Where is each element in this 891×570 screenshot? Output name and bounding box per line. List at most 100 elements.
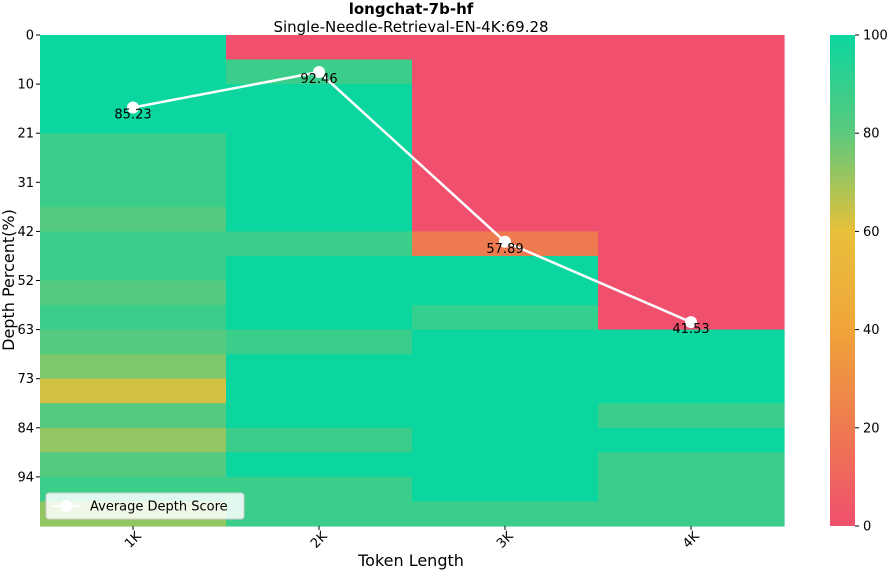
heatmap-cell: [598, 206, 785, 232]
heatmap-cell: [412, 59, 599, 85]
heatmap-cell: [40, 35, 227, 61]
heatmap-cell: [598, 501, 785, 527]
heatmap-cell: [412, 108, 599, 134]
colorbar-tick-label: 0: [863, 520, 871, 535]
heatmap-cell: [598, 35, 785, 61]
heatmap-cell: [226, 280, 413, 306]
heatmap-cell: [226, 501, 413, 527]
heatmap-cell: [40, 329, 227, 355]
heatmap-cell: [412, 280, 599, 306]
legend-marker-icon: [60, 500, 72, 512]
colorbar-tick-label: 60: [863, 225, 880, 240]
heatmap-cell: [598, 403, 785, 429]
heatmap-cell: [412, 501, 599, 527]
heatmap-cell: [226, 255, 413, 282]
heatmap-cell: [598, 255, 785, 282]
y-tick-label: 42: [17, 225, 34, 240]
heatmap-cell: [40, 305, 227, 331]
heatmap-cell: [412, 84, 599, 110]
colorbar-tick-label: 80: [863, 127, 880, 142]
average-point-label: 57.89: [486, 242, 523, 257]
heatmap-cell: [598, 133, 785, 159]
average-point-label: 92.46: [300, 72, 337, 87]
heatmap-cell: [40, 354, 227, 380]
average-point: [313, 66, 325, 79]
colorbar-tick-label: 100: [863, 29, 888, 44]
y-axis: 0 10 21 31 42 52 63 73 84 94: [17, 29, 40, 485]
heatmap-cell: [412, 403, 599, 429]
x-axis-label: Token Length: [357, 551, 464, 570]
heatmap-cell: [226, 427, 413, 453]
heatmap-cell: [598, 108, 785, 134]
heatmap-cell: [598, 84, 785, 110]
heatmap-cell: [226, 35, 413, 61]
heatmap-cell: [598, 452, 785, 478]
average-line-path: [132, 70, 692, 324]
x-tick-label: 3K: [494, 529, 517, 552]
y-tick-label: 31: [17, 176, 34, 191]
average-point: [499, 235, 511, 248]
y-tick-label: 10: [17, 78, 34, 93]
heatmap-cell: [40, 231, 227, 257]
heatmap-cell: [412, 35, 599, 61]
heatmap-cell: [412, 427, 599, 453]
colorbar: 0 20 40 60 80 100: [830, 29, 888, 535]
average-line: 85.23 92.46 57.89 41.53: [114, 66, 710, 337]
heatmap-cell: [598, 427, 785, 453]
heatmap-cell: [598, 182, 785, 208]
heatmap-cell: [226, 452, 413, 478]
heatmap-cell: [412, 305, 599, 331]
heatmap-cell: [598, 157, 785, 183]
heatmap: [40, 35, 785, 527]
average-point-label: 41.53: [672, 322, 709, 337]
chart-title: longchat-7b-hf: [349, 0, 474, 18]
heatmap-cell: [40, 59, 227, 85]
y-tick-label: 63: [17, 323, 34, 338]
chart-subtitle: Single-Needle-Retrieval-EN-4K:69.28: [273, 18, 548, 36]
heatmap-cell: [598, 329, 785, 355]
heatmap-cell: [412, 378, 599, 404]
heatmap-cell: [226, 157, 413, 183]
heatmap-cell: [412, 157, 599, 183]
heatmap-cell: [226, 354, 413, 380]
heatmap-cell: [226, 206, 413, 232]
heatmap-cell: [40, 378, 227, 404]
y-tick-label: 94: [17, 470, 34, 485]
legend-box: [45, 492, 245, 520]
heatmap-cell: [412, 255, 599, 282]
heatmap-cell: [226, 329, 413, 355]
heatmap-cell: [40, 452, 227, 478]
heatmap-cell: [598, 378, 785, 404]
heatmap-cell: [40, 403, 227, 429]
heatmap-cell: [598, 476, 785, 503]
x-tick-label: 2K: [308, 529, 331, 552]
y-tick-label: 52: [17, 274, 34, 289]
y-tick-label: 0: [26, 29, 34, 44]
x-tick-label: 4K: [680, 529, 703, 552]
average-point: [685, 316, 697, 329]
heatmap-cell: [226, 84, 413, 110]
colorbar-tick-label: 40: [863, 323, 880, 338]
x-axis: 1K 2K 3K 4K: [122, 526, 703, 552]
legend: Average Depth Score: [45, 492, 245, 520]
y-axis-label: Depth Percent(%): [0, 209, 18, 351]
heatmap-cell: [40, 133, 227, 159]
heatmap-cell: [40, 157, 227, 183]
y-tick-label: 73: [17, 372, 34, 387]
y-tick-label: 21: [17, 127, 34, 142]
heatmap-cell: [226, 378, 413, 404]
colorbar-gradient: [830, 35, 855, 526]
heatmap-cell: [412, 354, 599, 380]
average-point: [127, 101, 139, 114]
heatmap-cell: [412, 452, 599, 478]
heatmap-cell: [226, 182, 413, 208]
legend-label: Average Depth Score: [90, 500, 228, 515]
heatmap-cell: [598, 231, 785, 257]
heatmap-cell: [226, 231, 413, 257]
heatmap-cell: [226, 403, 413, 429]
heatmap-cell: [412, 206, 599, 232]
heatmap-cell: [412, 476, 599, 503]
heatmap-cell: [598, 280, 785, 306]
heatmap-cell: [226, 476, 413, 503]
